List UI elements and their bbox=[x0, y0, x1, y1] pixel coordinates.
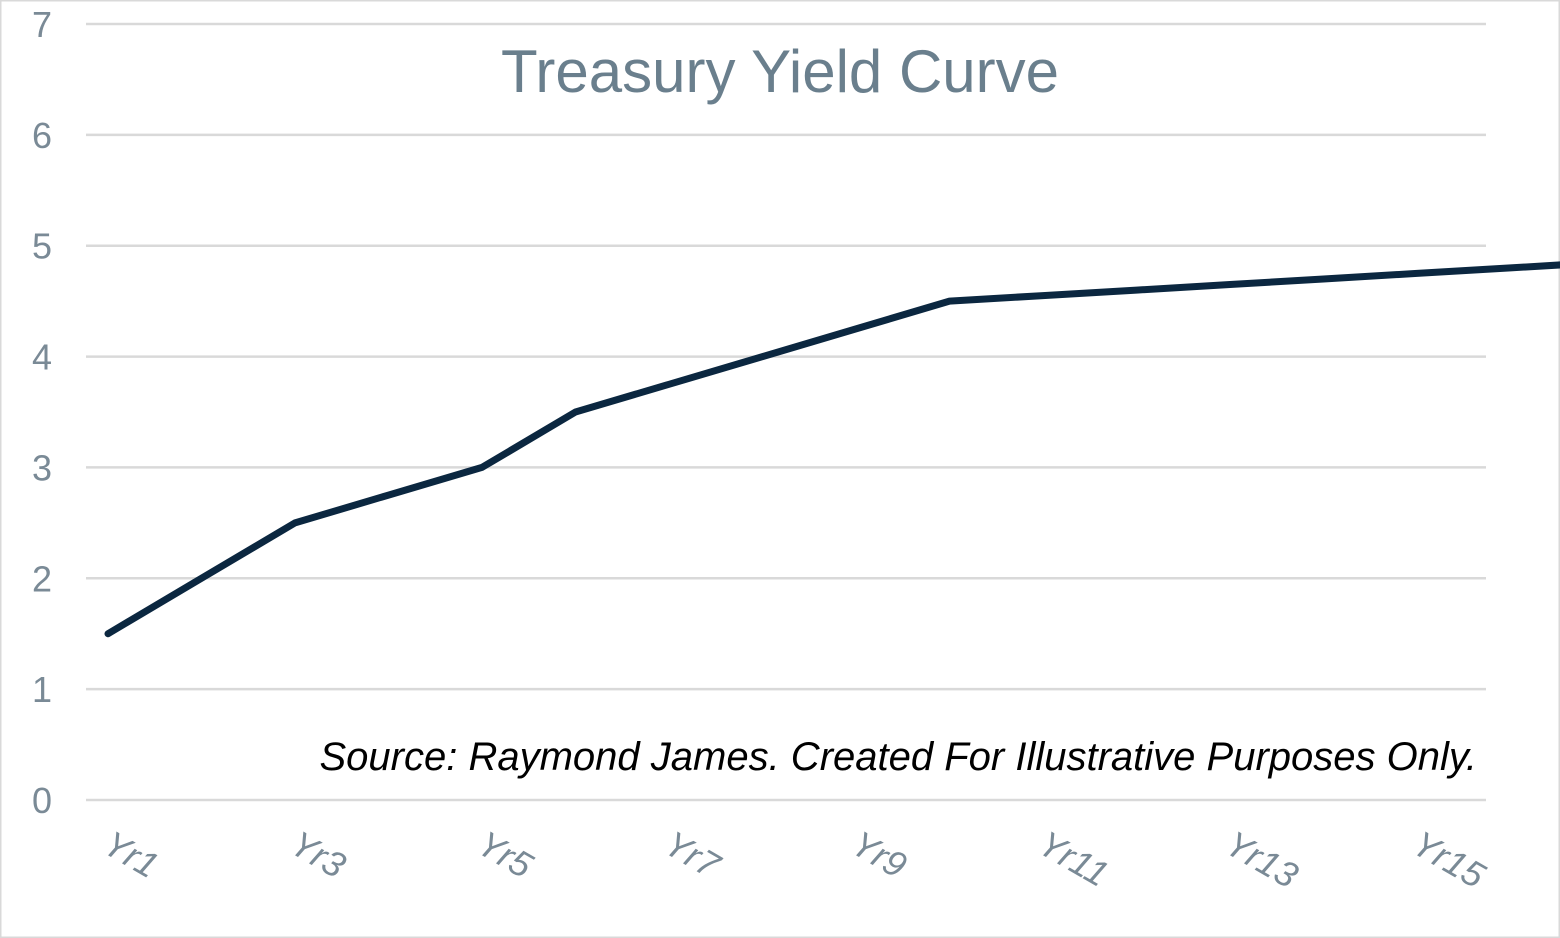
source-annotation: Source: Raymond James. Created For Illus… bbox=[320, 735, 1478, 779]
gridlines bbox=[86, 22, 1486, 802]
y-tick-label: 2 bbox=[32, 558, 52, 599]
x-tick-label: Yr5 bbox=[471, 823, 541, 887]
x-tick-label: Yr13 bbox=[1219, 823, 1305, 897]
y-tick-label: 4 bbox=[32, 337, 52, 378]
y-axis-ticks: 0 1 2 3 4 5 6 7 bbox=[32, 4, 52, 821]
x-tick-label: Yr7 bbox=[658, 823, 729, 888]
y-tick-label: 6 bbox=[32, 115, 52, 156]
x-tick-label: Yr11 bbox=[1032, 823, 1116, 895]
y-tick-label: 7 bbox=[32, 4, 52, 45]
y-tick-label: 1 bbox=[32, 669, 52, 710]
x-tick-label: Yr9 bbox=[845, 823, 914, 887]
series-layer bbox=[104, 261, 1560, 638]
y-tick-label: 3 bbox=[32, 447, 52, 488]
y-tick-label: 5 bbox=[32, 226, 52, 267]
series-line-0 bbox=[104, 261, 1560, 638]
x-tick-label: Yr1 bbox=[97, 823, 166, 887]
chart-title: Treasury Yield Curve bbox=[501, 38, 1059, 105]
y-tick-label: 0 bbox=[32, 780, 52, 821]
x-tick-label: Yr15 bbox=[1406, 823, 1493, 897]
x-tick-label: Yr3 bbox=[284, 823, 353, 887]
x-axis-ticks: Yr1Yr3Yr5Yr7Yr9Yr11Yr13Yr15Yr17Yr19Yr21Y… bbox=[97, 823, 1493, 897]
